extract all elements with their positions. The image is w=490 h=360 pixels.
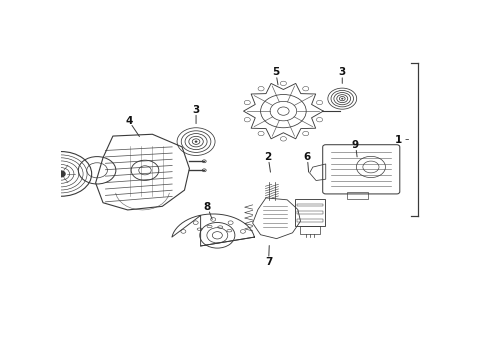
Text: 8: 8 [204, 202, 211, 212]
Bar [300, 226, 320, 234]
Text: 2: 2 [265, 152, 272, 162]
Text: 4: 4 [125, 116, 132, 126]
Text: 6: 6 [304, 152, 311, 162]
Text: 3: 3 [339, 67, 346, 77]
Circle shape [342, 98, 343, 99]
Text: 5: 5 [272, 67, 279, 77]
Bar [297, 211, 322, 214]
Text: 3: 3 [193, 105, 200, 115]
Bar [295, 199, 324, 226]
Bar [297, 204, 322, 206]
Text: 7: 7 [265, 257, 272, 267]
Circle shape [57, 171, 65, 177]
Text: 1: 1 [395, 135, 402, 144]
Text: 9: 9 [352, 140, 359, 150]
Bar [297, 219, 322, 222]
Circle shape [195, 141, 197, 143]
